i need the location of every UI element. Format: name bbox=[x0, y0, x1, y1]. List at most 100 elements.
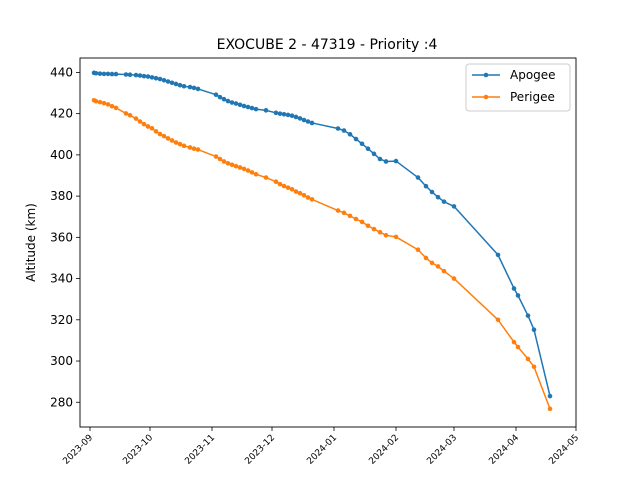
apogee-point bbox=[113, 71, 119, 77]
series-apogee bbox=[91, 70, 553, 399]
perigee-point bbox=[213, 154, 219, 159]
perigee-point bbox=[415, 247, 421, 253]
perigee-point bbox=[123, 111, 129, 116]
x-tick-label: 2024-01 bbox=[305, 433, 339, 467]
perigee-point bbox=[263, 175, 269, 180]
plot-area bbox=[80, 58, 576, 427]
apogee-point bbox=[309, 120, 315, 126]
apogee-point bbox=[441, 199, 447, 204]
perigee-point bbox=[169, 138, 175, 143]
perigee-point bbox=[181, 143, 187, 149]
perigee-point bbox=[435, 264, 441, 269]
perigee-point bbox=[359, 219, 365, 225]
apogee-point bbox=[525, 313, 531, 318]
perigee-point bbox=[153, 129, 159, 134]
perigee-point bbox=[133, 116, 139, 121]
apogee-point bbox=[377, 156, 383, 162]
perigee-point bbox=[377, 229, 383, 235]
perigee-point bbox=[105, 102, 111, 107]
apogee-point bbox=[281, 111, 287, 117]
perigee-point bbox=[525, 356, 531, 362]
y-tick-label: 360 bbox=[50, 230, 73, 244]
apogee-point bbox=[353, 136, 359, 142]
apogee-point bbox=[289, 113, 295, 119]
apogee-point bbox=[515, 293, 521, 298]
plot-frame bbox=[79, 57, 577, 428]
perigee-point bbox=[245, 168, 251, 173]
perigee-point bbox=[309, 197, 315, 202]
perigee-point bbox=[229, 162, 235, 168]
apogee-point bbox=[145, 74, 151, 79]
perigee-point bbox=[451, 276, 457, 281]
legend-perigee-label: Perigee bbox=[510, 90, 555, 104]
apogee-point bbox=[531, 327, 537, 333]
perigee-point bbox=[371, 226, 377, 232]
perigee-point bbox=[137, 119, 143, 124]
x-tick-label: 2024-05 bbox=[547, 433, 581, 467]
x-tick-label: 2024-04 bbox=[487, 433, 521, 467]
series-layer bbox=[91, 70, 553, 412]
apogee-point bbox=[451, 204, 457, 209]
perigee-point bbox=[217, 156, 223, 162]
y-tick-label: 440 bbox=[50, 65, 73, 79]
x-tick-label: 2023-11 bbox=[183, 433, 217, 467]
perigee-point bbox=[289, 187, 295, 192]
apogee-point bbox=[249, 105, 255, 111]
x-axis: 2023-09 2023-10 2023-11 2023-12 2024-01 2024-… bbox=[61, 427, 581, 467]
x-tick-label: 2023-12 bbox=[243, 433, 277, 467]
perigee-point bbox=[393, 234, 399, 240]
apogee-point bbox=[335, 126, 341, 131]
perigee-point bbox=[221, 159, 227, 164]
legend-apogee-label: Apogee bbox=[510, 68, 556, 82]
perigee-point bbox=[285, 185, 291, 190]
perigee-point bbox=[173, 140, 179, 145]
perigee-point bbox=[293, 189, 299, 194]
apogee-point bbox=[177, 82, 183, 88]
apogee-point bbox=[341, 128, 347, 133]
perigee-point bbox=[365, 223, 371, 229]
apogee-point bbox=[305, 119, 311, 124]
perigee-point bbox=[101, 100, 107, 106]
y-tick-label: 340 bbox=[50, 272, 73, 286]
apogee-point bbox=[137, 73, 143, 78]
apogee-point bbox=[429, 189, 435, 195]
perigee-point bbox=[93, 98, 99, 104]
apogee-point bbox=[435, 194, 441, 200]
apogee-point bbox=[233, 101, 239, 106]
y-axis: 280 300 320 340 360 380 400 420 440 bbox=[50, 65, 80, 409]
x-tick-label: 2024-02 bbox=[367, 433, 401, 467]
apogee-point bbox=[165, 79, 171, 84]
apogee-point bbox=[547, 393, 553, 399]
apogee-point bbox=[263, 108, 269, 113]
perigee-point bbox=[149, 126, 155, 131]
apogee-point bbox=[383, 159, 389, 164]
apogee-point bbox=[105, 71, 111, 77]
perigee-point bbox=[109, 103, 115, 109]
perigee-point bbox=[281, 183, 287, 189]
perigee-point bbox=[97, 99, 103, 105]
apogee-point bbox=[169, 80, 175, 86]
apogee-point bbox=[225, 98, 231, 104]
apogee-point bbox=[153, 75, 159, 81]
perigee-point bbox=[253, 171, 259, 177]
perigee-point bbox=[341, 210, 347, 216]
perigee-point bbox=[297, 190, 303, 196]
apogee-point bbox=[297, 116, 303, 121]
perigee-point bbox=[383, 232, 389, 238]
perigee-point bbox=[511, 339, 517, 345]
perigee-point bbox=[237, 165, 243, 170]
apogee-point bbox=[213, 92, 219, 97]
perigee-point bbox=[423, 255, 429, 261]
apogee-point bbox=[149, 75, 155, 80]
apogee-point bbox=[245, 104, 251, 110]
perigee-point bbox=[277, 181, 283, 187]
apogee-point bbox=[173, 81, 179, 87]
apogee-point bbox=[109, 71, 115, 77]
apogee-point bbox=[217, 94, 223, 100]
apogee-point bbox=[285, 112, 291, 118]
perigee-point bbox=[441, 268, 447, 274]
apogee-point bbox=[371, 151, 377, 157]
apogee-point bbox=[157, 76, 163, 82]
y-tick-label: 300 bbox=[50, 354, 73, 368]
y-tick-label: 320 bbox=[50, 313, 73, 327]
